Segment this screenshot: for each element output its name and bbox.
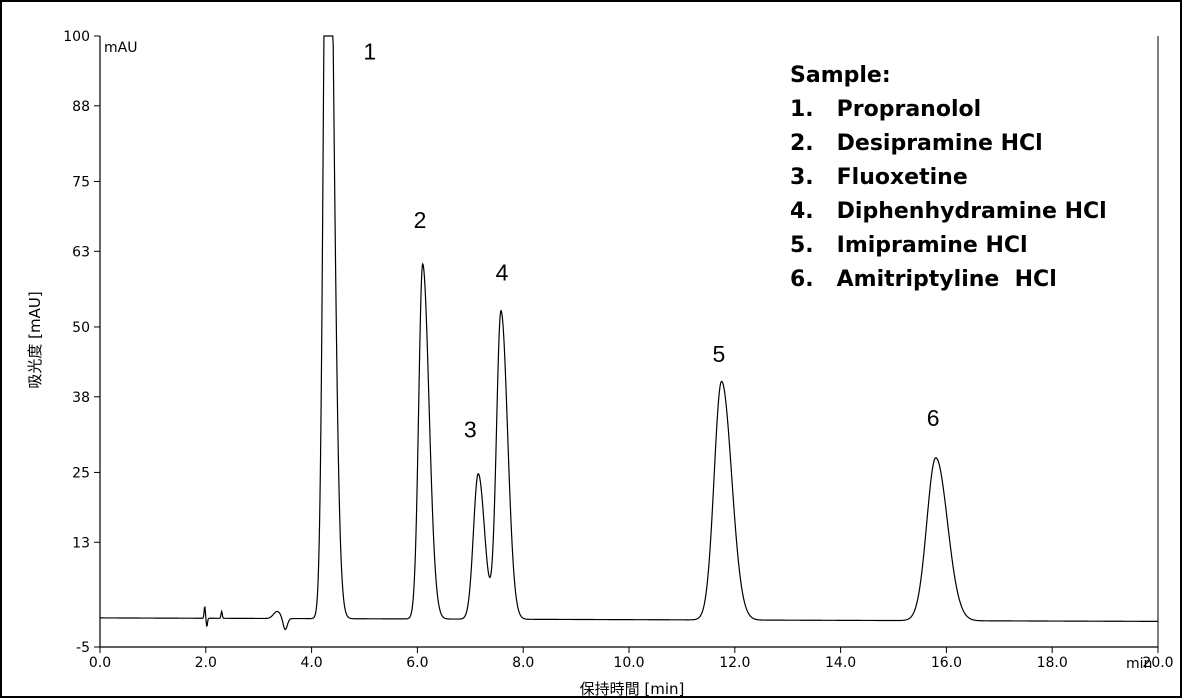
x-tick-label: 4.0 (300, 655, 322, 671)
y-tick-label: 63 (72, 244, 90, 260)
y-axis-title: 吸光度 [mAU] (26, 291, 44, 388)
y-unit-label: mAU (104, 40, 137, 56)
x-tick-label: 16.0 (931, 655, 962, 671)
x-tick-label: 8.0 (512, 655, 534, 671)
legend-item: 1. Propranolol (790, 97, 981, 122)
y-tick-label: 88 (72, 99, 90, 115)
y-tick-label: -5 (76, 640, 90, 656)
x-tick-label: 20.0 (1142, 655, 1173, 671)
legend-item: 3. Fluoxetine (790, 165, 968, 190)
legend: Sample: 1. Propranolol 2. Desipramine HCl… (790, 63, 1107, 292)
y-tick-label: 13 (72, 535, 90, 551)
peak-label-1: 1 (363, 38, 376, 64)
axes (99, 36, 1159, 648)
legend-title: Sample: (790, 63, 891, 88)
legend-item: 6. Amitriptyline HCl (790, 267, 1057, 292)
y-tick-label: 38 (72, 390, 90, 406)
legend-item: 4. Diphenhydramine HCl (790, 199, 1107, 224)
peak-label-2: 2 (414, 207, 427, 233)
peak-label-6: 6 (927, 405, 940, 431)
x-tick-label: 12.0 (719, 655, 750, 671)
ticks: 0.0 2.0 4.0 6.0 8.0 10.0 12.0 14.0 16.0 18.0 20.0 -… (63, 29, 1173, 671)
x-axis-title: 保持時間 [min] (580, 680, 685, 698)
peak-label-4: 4 (496, 259, 509, 285)
legend-item: 5. Imipramine HCl (790, 233, 1028, 258)
x-tick-label: 18.0 (1037, 655, 1068, 671)
y-tick-label: 75 (72, 174, 90, 190)
legend-item: 2. Desipramine HCl (790, 131, 1043, 156)
x-tick-label: 6.0 (406, 655, 428, 671)
x-tick-label: 2.0 (195, 655, 217, 671)
peak-labels: 1 2 3 4 5 6 (363, 38, 939, 442)
y-tick-label: 100 (63, 29, 90, 45)
x-tick-label: 14.0 (825, 655, 856, 671)
peak-label-3: 3 (464, 417, 477, 443)
x-unit-label: min (1126, 656, 1152, 672)
y-tick-label: 50 (72, 320, 90, 336)
x-tick-label: 0.0 (89, 655, 111, 671)
chromatogram-trace (99, 35, 1159, 631)
x-tick-label: 10.0 (613, 655, 644, 671)
y-tick-label: 25 (72, 465, 90, 481)
peak-label-5: 5 (713, 341, 726, 367)
